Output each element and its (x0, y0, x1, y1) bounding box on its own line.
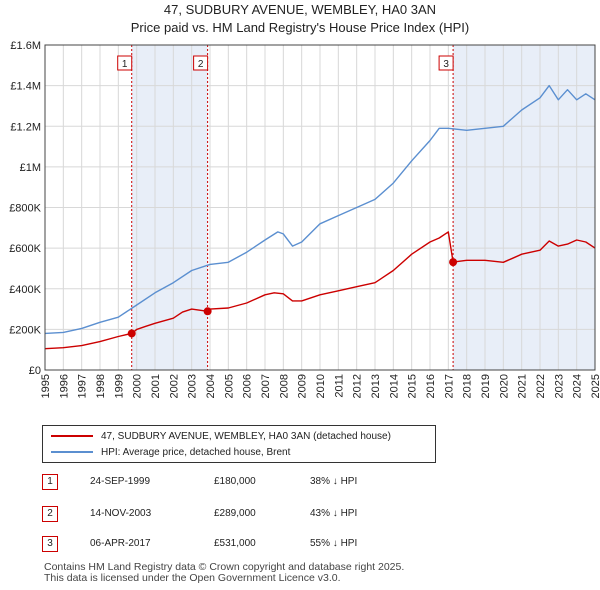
property-price-line (44, 231, 596, 350)
x-tick-label: 2020 (498, 374, 510, 398)
sale-number-badge: 1 (42, 474, 58, 490)
sale-label-box (193, 55, 209, 71)
y-tick-label: £1.2M (10, 121, 41, 133)
y-tick-label: £1.6M (10, 40, 41, 52)
chart-title: 47, SUDBURY AVENUE, WEMBLEY, HA0 3AN (163, 2, 437, 17)
x-tick-label: 2007 (260, 374, 272, 398)
x-tick-label: 2015 (407, 374, 419, 398)
x-tick-label: 2006 (242, 374, 254, 398)
x-tick-label: 1995 (40, 374, 52, 398)
property-line-swatch (51, 435, 93, 437)
sale-price: £180,000 (214, 476, 256, 487)
x-tick-label: 2000 (132, 374, 144, 398)
sale-row: 3 06-APR-2017 £531,000 55% ↓ HPI (40, 536, 380, 554)
x-tick-label: 2019 (480, 374, 492, 398)
x-tick-label: 2025 (590, 374, 600, 398)
x-tick-label: 2008 (278, 374, 290, 398)
x-tick-label: 2003 (187, 374, 199, 398)
y-tick-label: £1.4M (10, 81, 41, 93)
y-tick-label: £0 (29, 365, 41, 377)
x-tick-label: 2024 (572, 374, 584, 398)
x-tick-label: 1999 (113, 374, 125, 398)
sale-label-number: 1 (122, 59, 128, 70)
x-tick-label: 2014 (388, 374, 400, 398)
sale-label-box (117, 55, 133, 71)
x-tick-label: 2016 (425, 374, 437, 398)
sale-point (449, 258, 458, 267)
hpi-line-swatch (51, 451, 93, 453)
sale-date: 06-APR-2017 (90, 538, 151, 549)
x-tick-label: 2013 (370, 374, 382, 398)
x-tick-label: 2002 (168, 374, 180, 398)
y-tick-label: £400K (9, 284, 41, 296)
x-tick-label: 2017 (443, 374, 455, 398)
legend-hpi-label: HPI: Average price, detached house, Bren… (101, 446, 291, 458)
x-tick-label: 2011 (333, 374, 345, 398)
y-tick-label: £600K (9, 243, 41, 255)
sale-row: 1 24-SEP-1999 £180,000 38% ↓ HPI (40, 474, 380, 492)
sale-label-number: 2 (198, 59, 204, 70)
sale-point (127, 329, 136, 338)
sale-hpi-diff: 43% ↓ HPI (310, 508, 358, 519)
y-tick-label: £200K (9, 324, 41, 336)
legend-item-property: 47, SUDBURY AVENUE, WEMBLEY, HA0 3AN (de… (51, 429, 391, 443)
sale-label-box (438, 55, 454, 71)
sale-number-badge: 3 (42, 536, 58, 552)
legend-item-hpi: HPI: Average price, detached house, Bren… (51, 445, 290, 459)
y-tick-label: £1M (20, 162, 41, 174)
x-tick-label: 2012 (352, 374, 364, 398)
legend-property-label: 47, SUDBURY AVENUE, WEMBLEY, HA0 3AN (de… (101, 430, 391, 442)
chart-subtitle: Price paid vs. HM Land Registry's House … (130, 20, 470, 35)
chart-legend: 47, SUDBURY AVENUE, WEMBLEY, HA0 3AN (de… (42, 425, 436, 463)
x-tick-label: 1998 (95, 374, 107, 398)
x-tick-label: 2009 (297, 374, 309, 398)
x-tick-label: 2018 (462, 374, 474, 398)
plot-border (44, 44, 596, 371)
price-chart: £0 £200K £400K £600K £800K £1M £1.2M £1.4M £1.6M… (9, 40, 600, 398)
sale-number-badge: 2 (42, 506, 58, 522)
sale-date: 14-NOV-2003 (90, 508, 152, 519)
sale-price: £531,000 (214, 538, 256, 549)
y-tick-label: £800K (9, 203, 41, 215)
x-tick-label: 2004 (205, 374, 217, 398)
sale-date: 24-SEP-1999 (90, 476, 151, 487)
sale-row: 2 14-NOV-2003 £289,000 43% ↓ HPI (40, 506, 380, 524)
x-tick-label: 2022 (535, 374, 547, 398)
hpi-line (44, 84, 596, 335)
x-tick-label: 2021 (517, 374, 529, 398)
x-tick-label: 2005 (223, 374, 235, 398)
sale-point (203, 307, 212, 316)
x-tick-label: 2010 (315, 374, 327, 398)
sale-label-number: 3 (443, 59, 449, 70)
footer-attribution: Contains HM Land Registry data © Crown c… (44, 562, 404, 584)
x-tick-label: 2023 (553, 374, 565, 398)
sale-price: £289,000 (214, 508, 256, 519)
x-tick-label: 2001 (150, 374, 162, 398)
x-tick-label: 1996 (58, 374, 70, 398)
sale-hpi-diff: 55% ↓ HPI (310, 538, 358, 549)
footer-line-2: This data is licensed under the Open Gov… (44, 572, 341, 584)
x-tick-label: 1997 (77, 374, 89, 398)
footer-line-1: Contains HM Land Registry data © Crown c… (44, 561, 405, 573)
sale-hpi-diff: 38% ↓ HPI (310, 476, 358, 487)
